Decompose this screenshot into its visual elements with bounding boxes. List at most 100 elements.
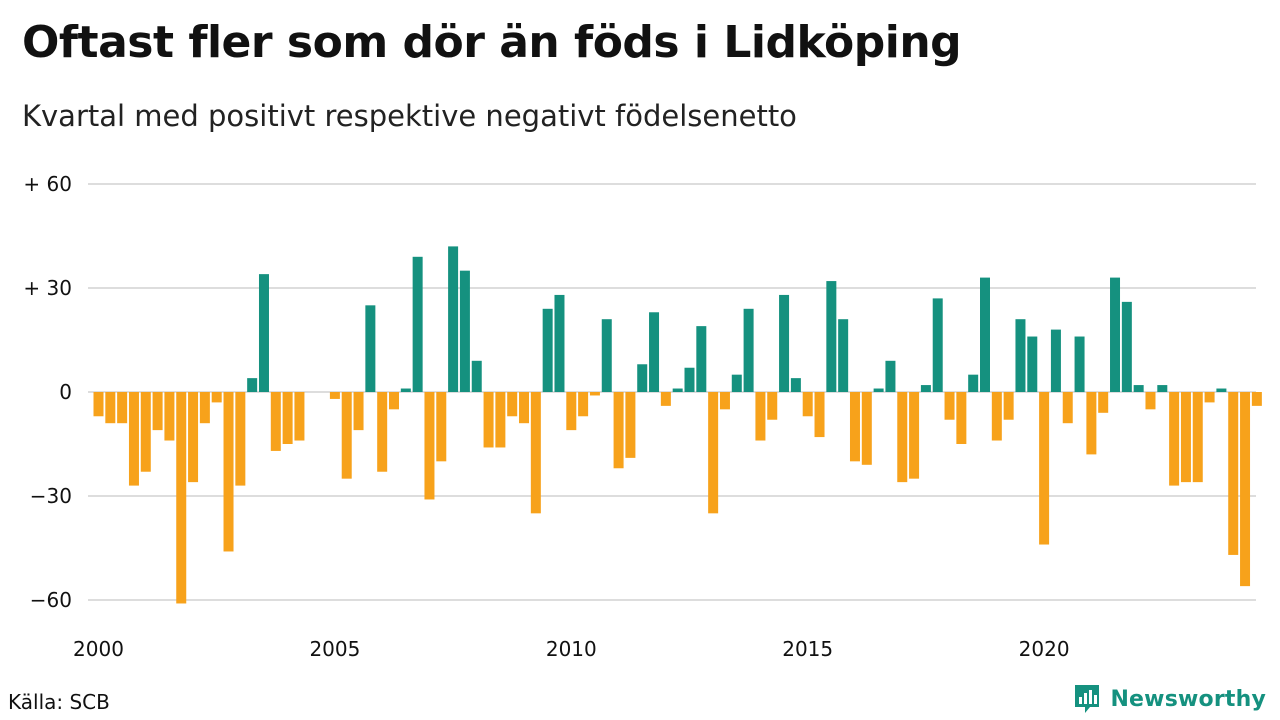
bar [1180, 392, 1191, 483]
bar [838, 319, 849, 392]
bar [660, 392, 671, 406]
bar [128, 392, 139, 486]
bar [235, 392, 246, 486]
bar [672, 388, 683, 392]
bar [1039, 392, 1050, 545]
bar [897, 392, 908, 483]
x-tick-label: 2020 [1019, 637, 1070, 661]
bar [743, 308, 754, 392]
bar [1169, 392, 1180, 486]
bar [424, 392, 435, 500]
bar [365, 305, 376, 392]
bar [152, 392, 163, 431]
bar [389, 392, 399, 410]
x-tick-label: 2000 [73, 637, 124, 661]
bar [1133, 385, 1144, 392]
bar [1062, 392, 1073, 424]
bar [684, 367, 695, 392]
bar [1216, 388, 1227, 392]
bar [412, 256, 423, 392]
bar [1110, 277, 1121, 392]
bar [956, 392, 967, 444]
bar [554, 294, 565, 392]
chart-title: Oftast fler som dör än föds i Lidköping [22, 17, 962, 68]
bar [223, 392, 234, 552]
y-axis-ticks: + 60 + 30 0 −30 −60 [23, 172, 72, 612]
bar [613, 392, 624, 469]
bar [188, 392, 199, 483]
brand: Newsworthy [1072, 682, 1266, 716]
bar [814, 392, 825, 438]
bar [483, 392, 494, 448]
bar [1003, 392, 1014, 420]
bar [885, 360, 896, 392]
bar [932, 298, 943, 392]
bar [909, 392, 920, 479]
bar [377, 392, 388, 472]
bar [1074, 336, 1085, 392]
bar [578, 392, 589, 417]
bar [117, 392, 128, 424]
bar [247, 378, 258, 392]
bar [495, 392, 506, 448]
bar [1228, 392, 1239, 555]
bar [944, 392, 955, 420]
x-tick-label: 2005 [309, 637, 360, 661]
bar [1086, 392, 1097, 455]
bar [1015, 319, 1026, 392]
bar [802, 392, 813, 417]
bar [980, 277, 990, 392]
bar [282, 392, 293, 444]
bar [542, 308, 553, 392]
bar [1050, 329, 1061, 392]
bar [211, 392, 222, 403]
bar [1204, 392, 1215, 403]
bar [566, 392, 577, 431]
bar [861, 392, 872, 465]
bar [176, 392, 187, 604]
bar [696, 326, 707, 392]
x-axis-ticks: 2000 2005 2010 2015 2020 [73, 637, 1070, 661]
bar [1121, 301, 1132, 392]
bar [625, 392, 636, 458]
bar [637, 364, 648, 392]
bar [991, 392, 1002, 441]
source-note: Källa: SCB [8, 690, 110, 714]
bar [708, 392, 719, 514]
bar [93, 392, 104, 417]
bar [105, 392, 116, 424]
bar [164, 392, 175, 441]
bar [400, 388, 411, 392]
bar [968, 374, 979, 392]
bar [1240, 392, 1251, 587]
bar [719, 392, 730, 410]
bar [849, 392, 860, 462]
bar [519, 392, 530, 424]
bar-chart: + 60 + 30 0 −30 −60 2000 2005 2010 2015 2020 [23, 172, 1262, 661]
bar [507, 392, 518, 417]
bar [258, 274, 269, 392]
y-tick-label: + 30 [23, 276, 72, 300]
bar [649, 312, 660, 392]
brand-name: Newsworthy [1110, 686, 1266, 712]
bar [270, 392, 281, 451]
newsworthy-logo-icon [1075, 685, 1100, 713]
bar [353, 392, 364, 431]
y-tick-label: −60 [30, 588, 72, 612]
bar [436, 392, 447, 462]
bar [589, 392, 600, 396]
bar [329, 392, 340, 399]
bar [873, 388, 884, 392]
bar [1157, 385, 1168, 392]
y-tick-label: + 60 [23, 172, 72, 196]
y-tick-label: −30 [30, 484, 72, 508]
bar [601, 319, 612, 392]
bar [199, 392, 210, 424]
bar [459, 270, 470, 392]
bar [920, 385, 931, 392]
x-tick-label: 2010 [546, 637, 597, 661]
bar [341, 392, 352, 479]
x-tick-label: 2015 [782, 637, 833, 661]
bar [471, 360, 482, 392]
bar [767, 392, 778, 420]
